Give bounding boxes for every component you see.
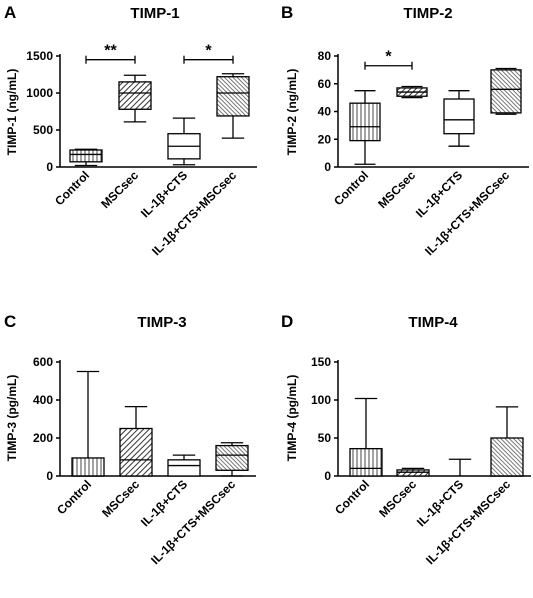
chart-title: TIMP-1 bbox=[130, 5, 179, 22]
x-tick-label: Control bbox=[52, 168, 92, 208]
x-tick-label: IL-1β+CTS bbox=[138, 477, 190, 529]
box bbox=[490, 69, 522, 114]
box bbox=[396, 469, 430, 477]
y-tick-label: 20 bbox=[318, 132, 332, 146]
box bbox=[490, 437, 524, 477]
box bbox=[349, 102, 381, 142]
x-tick-label: IL-1β+CTS+MSCsec bbox=[149, 168, 239, 258]
plot-area: 0 500 1000 1500 Control MSCsecIL-1β+CTSIL-1β+… bbox=[26, 43, 257, 258]
y-tick-label: 80 bbox=[318, 49, 332, 63]
box bbox=[443, 98, 475, 135]
plot-area: 0 200 400 600 Control MSCsecIL-1β+CTSIL-1β+CT… bbox=[33, 355, 256, 567]
x-tick-label: Control bbox=[54, 477, 94, 517]
significance-label: * bbox=[205, 43, 212, 60]
y-tick-label: 100 bbox=[311, 393, 331, 407]
y-tick-label: 1000 bbox=[26, 86, 53, 100]
chart-title: TIMP-4 bbox=[408, 314, 458, 331]
y-axis-label: TIMP-2 (ng/mL) bbox=[285, 69, 299, 156]
y-tick-label: 60 bbox=[318, 77, 332, 91]
box bbox=[215, 444, 249, 471]
chart-title: TIMP-2 bbox=[403, 5, 452, 22]
panel-label: C bbox=[4, 312, 16, 331]
box bbox=[71, 457, 105, 477]
x-tick-label: MSCsec bbox=[98, 168, 141, 211]
panel-label: B bbox=[281, 3, 293, 22]
x-tick-label: IL-1β+CTS+MSCsec bbox=[148, 477, 238, 567]
y-tick-label: 0 bbox=[46, 160, 53, 174]
x-tick-label: Control bbox=[332, 477, 372, 517]
box bbox=[167, 459, 201, 477]
x-tick-label: IL-1β+CTS bbox=[138, 168, 190, 220]
y-axis-label: TIMP-3 (pg/mL) bbox=[5, 375, 19, 462]
significance-label: ** bbox=[104, 43, 117, 60]
panel-a: A TIMP-1 TIMP-1 (ng/mL) bbox=[4, 3, 180, 155]
y-axis-label: TIMP-4 (pg/mL) bbox=[285, 375, 299, 462]
y-tick-label: 400 bbox=[33, 393, 53, 407]
y-tick-label: 0 bbox=[46, 469, 53, 483]
box bbox=[216, 76, 250, 117]
panel-d: D TIMP-4 TIMP-4 (pg/mL) bbox=[281, 312, 458, 461]
panel-b: B TIMP-2 TIMP-2 (ng/mL) bbox=[281, 3, 453, 155]
box bbox=[69, 149, 103, 163]
x-tick-label: IL-1β+CTS+MSCsec bbox=[422, 168, 512, 258]
x-tick-label: IL-1β+CTS+MSCsec bbox=[423, 477, 513, 567]
panel-c: C TIMP-3 TIMP-3 (pg/mL) bbox=[4, 312, 187, 461]
y-axis-label: TIMP-1 (ng/mL) bbox=[5, 69, 19, 156]
x-tick-label: MSCsec bbox=[376, 477, 419, 520]
y-tick-label: 1500 bbox=[26, 49, 53, 63]
y-tick-label: 600 bbox=[33, 355, 53, 369]
chart-title: TIMP-3 bbox=[137, 314, 186, 331]
y-tick-label: 150 bbox=[311, 355, 331, 369]
y-tick-label: 50 bbox=[318, 431, 332, 445]
y-tick-label: 500 bbox=[33, 123, 53, 137]
panel-label: D bbox=[281, 312, 293, 331]
panel-label: A bbox=[4, 3, 16, 22]
y-tick-label: 0 bbox=[324, 469, 331, 483]
box bbox=[118, 81, 152, 110]
box bbox=[349, 447, 383, 477]
box bbox=[119, 427, 153, 477]
y-tick-label: 0 bbox=[324, 160, 331, 174]
y-tick-label: 200 bbox=[33, 431, 53, 445]
significance-label: * bbox=[385, 49, 392, 66]
x-tick-label: MSCsec bbox=[375, 168, 418, 211]
x-tick-label: Control bbox=[331, 168, 371, 208]
y-tick-label: 40 bbox=[318, 105, 332, 119]
x-tick-label: MSCsec bbox=[99, 477, 142, 520]
